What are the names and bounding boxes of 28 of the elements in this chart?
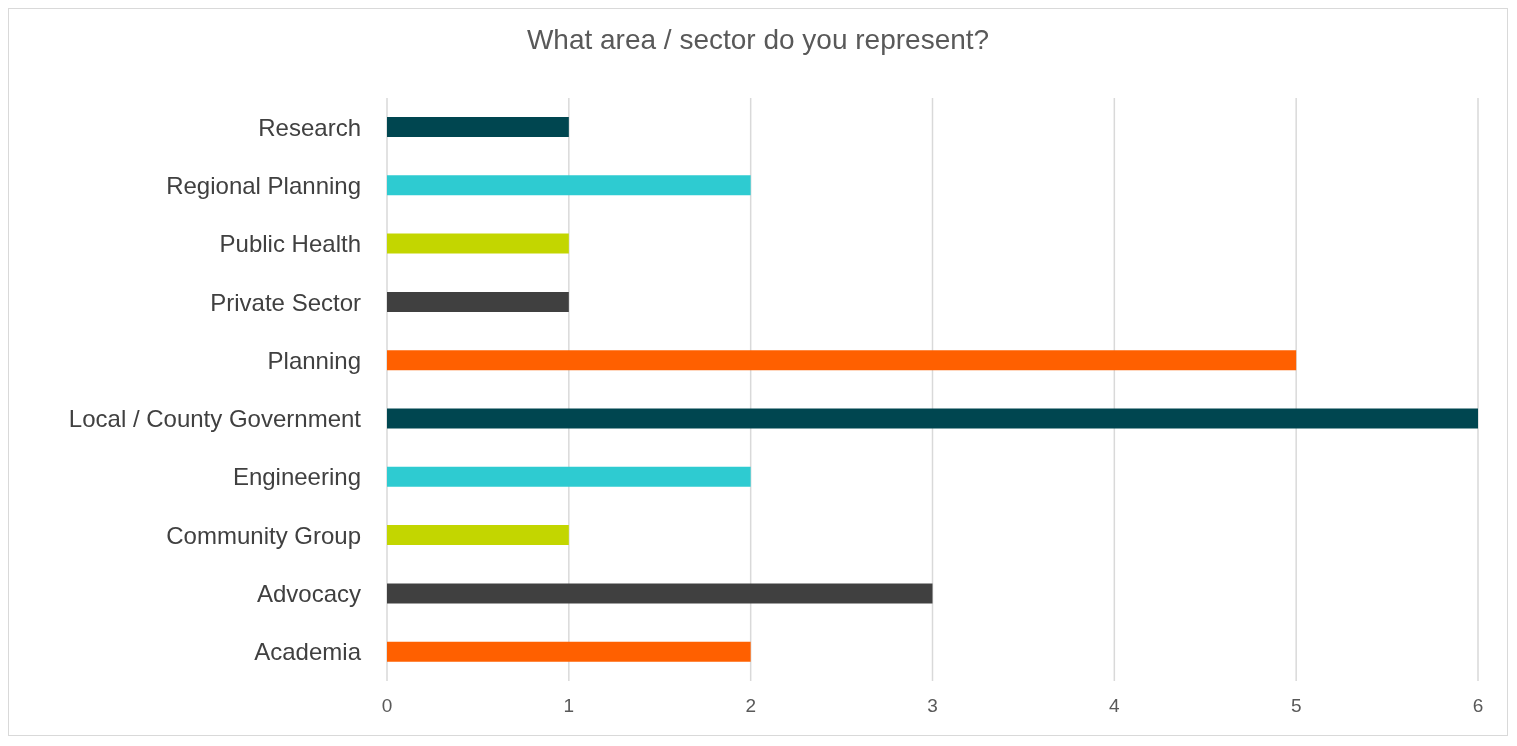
chart-title: What area / sector do you represent? <box>525 23 991 57</box>
bar <box>387 525 569 546</box>
y-tick-label: Advocacy <box>256 580 361 608</box>
x-tick-label: 3 <box>927 695 938 717</box>
bar <box>387 466 751 487</box>
x-tick-label: 6 <box>1472 695 1484 717</box>
x-tick-label: 4 <box>1109 695 1121 717</box>
bar <box>387 117 569 137</box>
x-tick-label: 5 <box>1290 695 1302 717</box>
y-tick-label: Private Sector <box>210 288 361 316</box>
y-tick-label: Planning <box>267 346 361 374</box>
y-tick-label: Engineering <box>232 463 361 491</box>
x-tick-label: 2 <box>745 695 756 717</box>
x-tick-label: 1 <box>563 695 575 717</box>
bar <box>387 641 751 662</box>
y-tick-label: Local / County Government <box>68 405 362 433</box>
y-tick-label: Public Health <box>219 230 361 258</box>
y-tick-label: Academia <box>254 638 362 666</box>
bar <box>387 408 1478 429</box>
y-tick-label: Community Group <box>166 521 361 549</box>
x-tick-label: 0 <box>381 695 393 717</box>
y-tick-label: Regional Planning <box>166 171 361 199</box>
y-tick-label: Research <box>258 113 361 141</box>
bar <box>387 175 751 196</box>
bar <box>387 291 569 312</box>
bar <box>387 233 569 254</box>
bar <box>387 583 933 604</box>
bar <box>387 350 1297 371</box>
